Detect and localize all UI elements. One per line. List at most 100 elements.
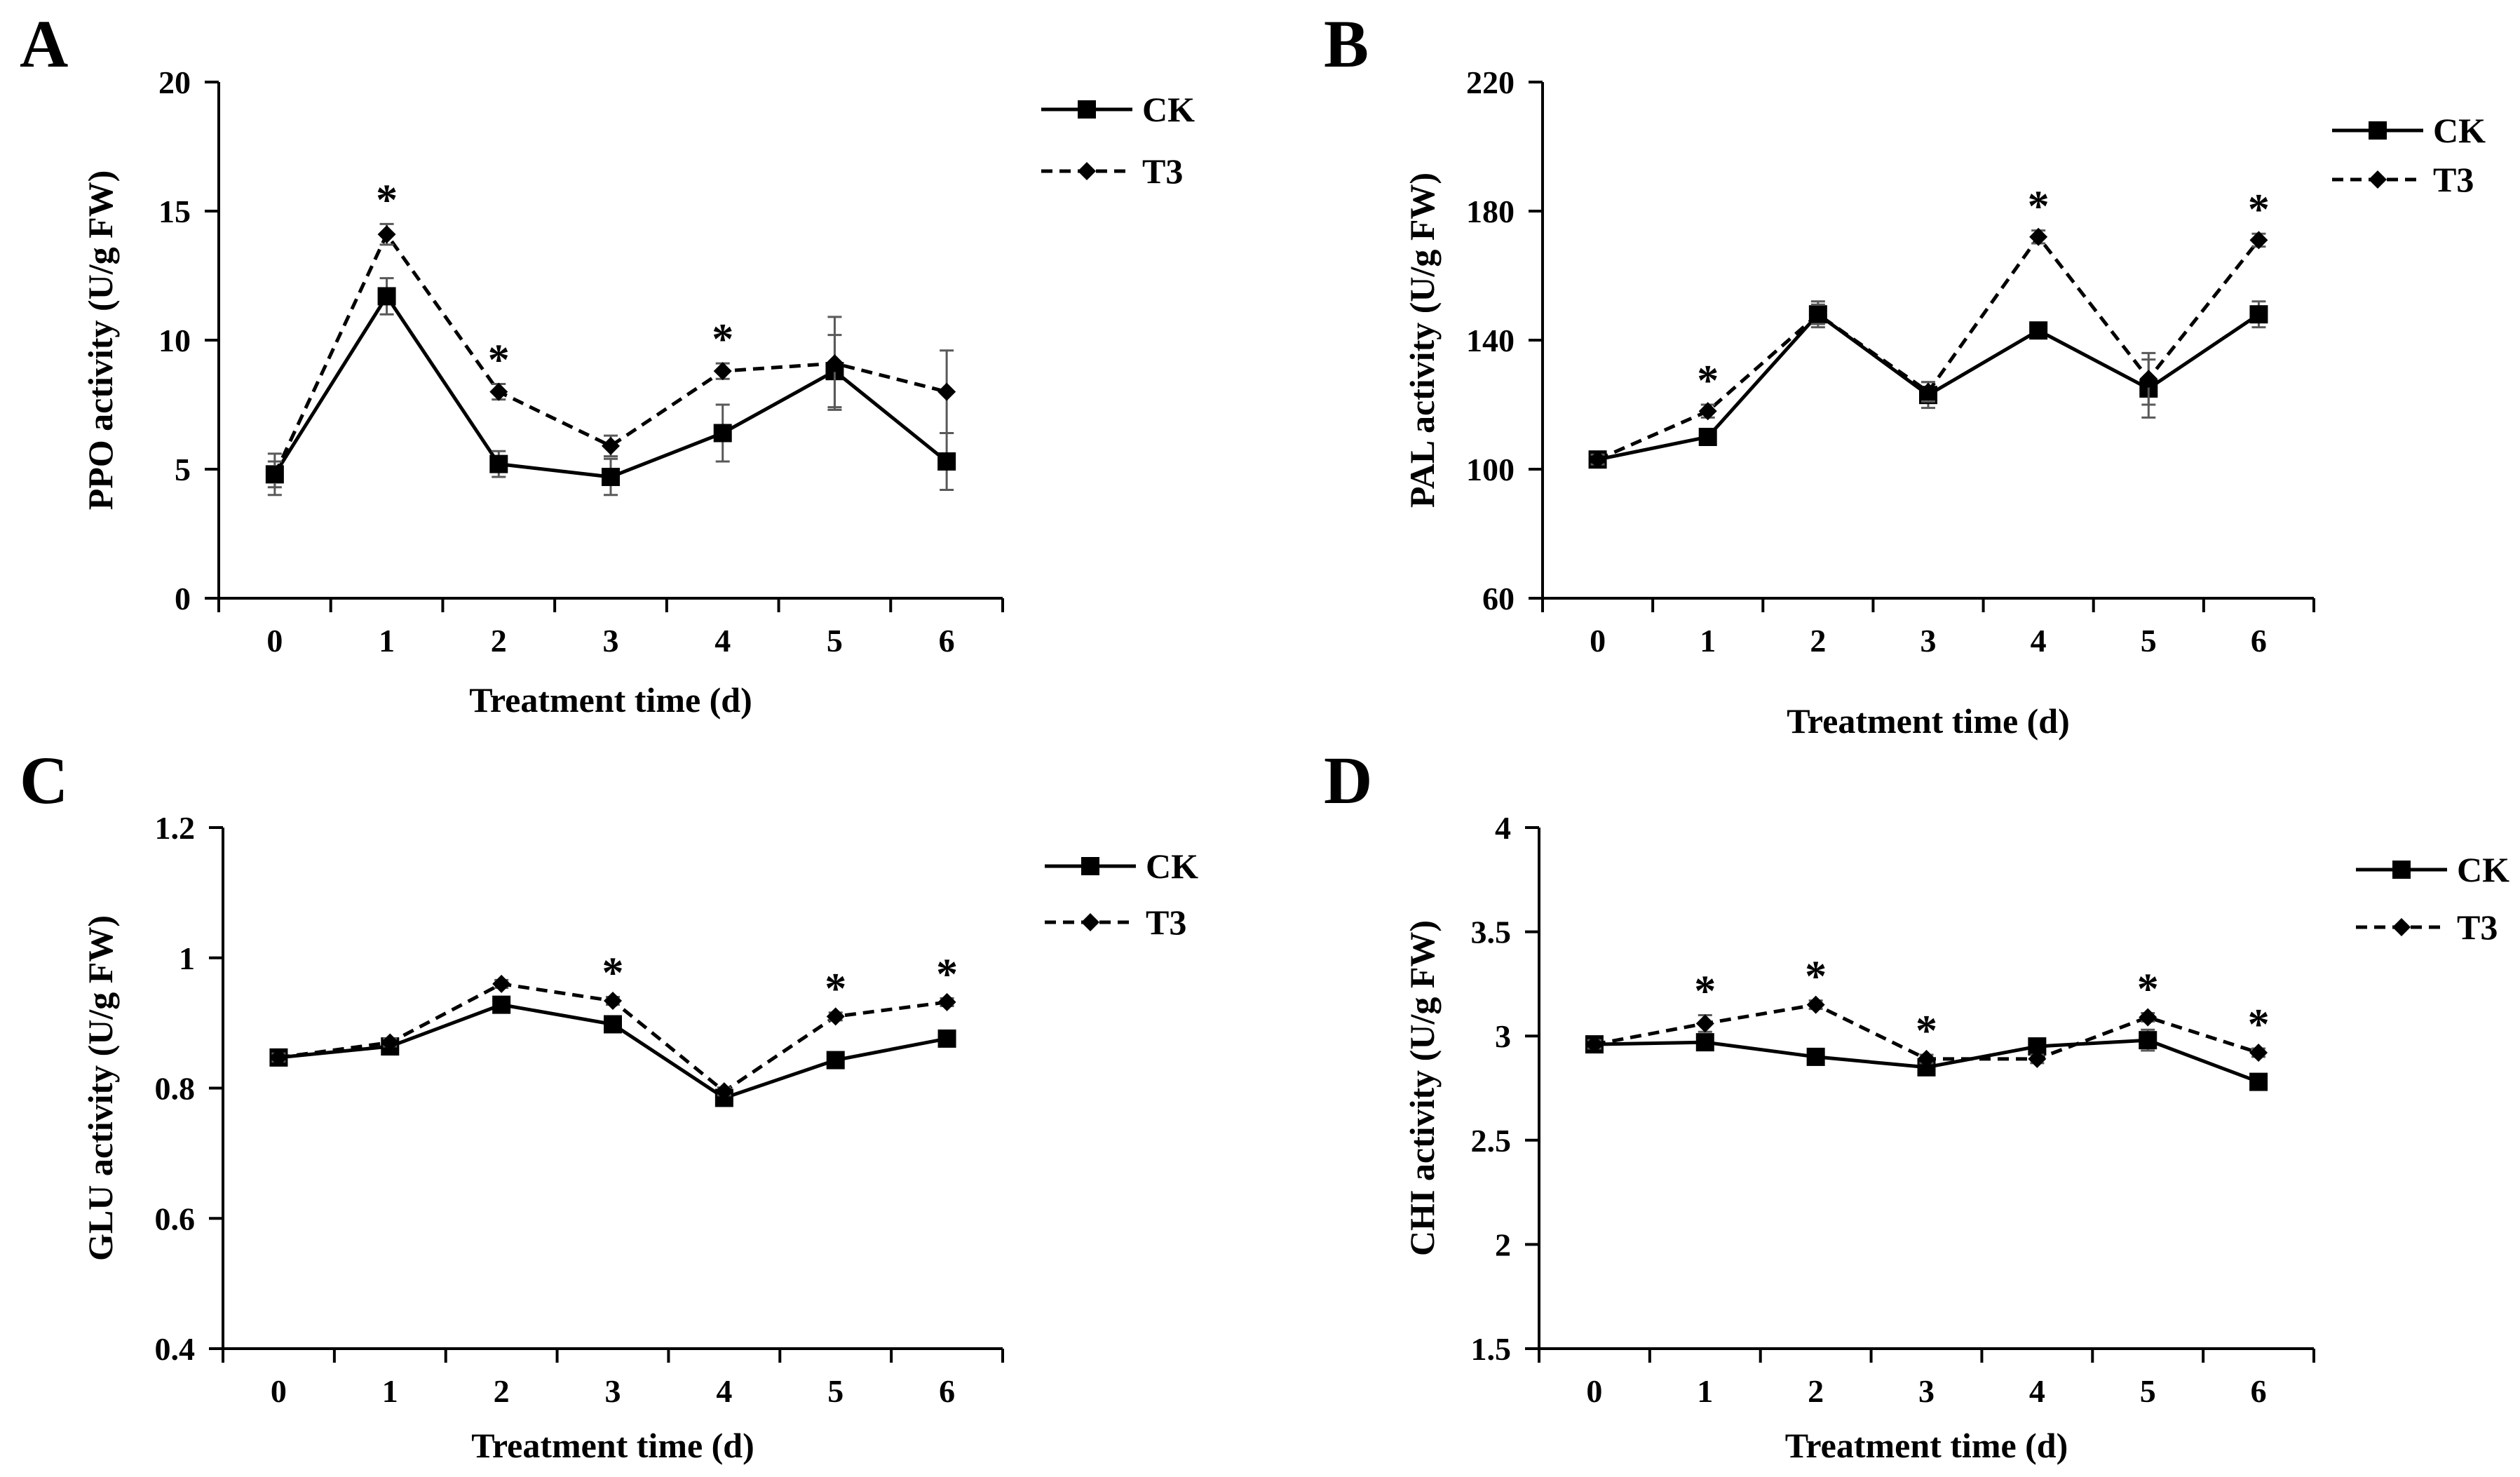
y-tick-label: 140 — [1466, 323, 1515, 358]
x-tick-label: 4 — [716, 1373, 732, 1409]
significance-marker: * — [1805, 953, 1827, 1001]
y-tick-label: 0.8 — [155, 1071, 196, 1107]
legend-label-ck: CK — [2457, 850, 2509, 889]
legend-marker-t3 — [1078, 162, 1096, 180]
panel-letter: C — [20, 743, 68, 818]
panel-d: D 1.5 2 2.5 3 3.5 4 0 1 2 3 4 5 6 Treatment time (d) CH… — [1324, 743, 2509, 1465]
x-tick-label: 6 — [939, 1373, 955, 1409]
y-tick-label: 5 — [175, 452, 191, 487]
data-point-ck — [489, 454, 508, 473]
y-axis-title: CHI activity (U/g FW) — [1402, 920, 1442, 1256]
legend-label-t3: T3 — [1146, 903, 1186, 942]
data-point-t3 — [377, 225, 396, 244]
legend: CK T3 — [2356, 850, 2509, 947]
x-tick-label: 0 — [271, 1373, 287, 1409]
significance-marker: * — [712, 316, 733, 363]
significance-marker: * — [602, 949, 624, 997]
significance-marker: * — [1916, 1007, 1937, 1055]
legend: CK T3 — [1041, 90, 1195, 191]
panel-b: B 60 100 140 180 220 0 1 2 3 4 5 6 Treatment time (d)… — [1324, 6, 2486, 741]
data-point-t3 — [713, 362, 732, 381]
data-point-ck — [2249, 1072, 2268, 1091]
legend-marker-t3 — [2369, 170, 2387, 189]
significance-marker: * — [2137, 966, 2159, 1013]
x-tick-label: 5 — [2141, 623, 2157, 659]
x-axis-title: Treatment time (d) — [471, 1426, 754, 1465]
data-point-ck — [602, 468, 620, 487]
data-point-t3 — [2029, 227, 2048, 246]
legend-label-t3: T3 — [1142, 151, 1183, 191]
x-tick-label: 3 — [1921, 623, 1937, 659]
y-tick-label: 3 — [1495, 1018, 1511, 1054]
data-point-t3 — [604, 992, 622, 1011]
x-tick-label: 1 — [379, 623, 395, 659]
y-tick-label: 0 — [175, 581, 191, 616]
x-tick-label: 1 — [1697, 1373, 1713, 1409]
significance-marker: * — [376, 176, 398, 224]
data-point-t3 — [2249, 1043, 2268, 1062]
data-point-ck — [826, 1051, 845, 1070]
data-point-t3 — [937, 992, 956, 1011]
legend-label-ck: CK — [2433, 111, 2486, 150]
data-point-ck — [377, 287, 396, 306]
data-point-t3 — [1588, 450, 1607, 469]
x-tick-label: 0 — [1590, 623, 1606, 659]
x-tick-label: 3 — [1918, 1373, 1935, 1409]
data-point-t3 — [2139, 370, 2158, 389]
x-tick-label: 0 — [1586, 1373, 1602, 1409]
y-tick-label: 15 — [158, 194, 191, 229]
series-t3 — [265, 222, 956, 489]
legend-marker-ck — [1078, 100, 1096, 119]
legend-marker-ck — [1081, 857, 1099, 875]
legend-marker-t3 — [1081, 913, 1099, 931]
x-tick-label: 6 — [939, 623, 955, 659]
significance-marker: * — [1694, 967, 1716, 1015]
data-point-ck — [1695, 1033, 1714, 1052]
data-point-ck — [713, 424, 732, 443]
legend: CK T3 — [2332, 111, 2486, 199]
panel-letter: D — [1324, 743, 1372, 818]
series-t3 — [1585, 995, 2268, 1068]
data-point-t3 — [826, 1007, 845, 1026]
data-point-ck — [2249, 305, 2268, 324]
data-point-ck — [2029, 321, 2048, 340]
y-tick-label: 1.2 — [155, 810, 196, 846]
data-point-t3 — [825, 354, 844, 373]
x-tick-label: 4 — [714, 623, 731, 659]
y-tick-label: 0.6 — [155, 1201, 196, 1236]
series-t3 — [1588, 227, 2268, 469]
data-point-t3 — [381, 1033, 400, 1052]
x-tick-label: 6 — [2251, 623, 2267, 659]
y-axis-title: PAL activity (U/g FW) — [1402, 173, 1442, 508]
data-point-t3 — [1917, 1049, 1936, 1068]
significance-marker: * — [2028, 183, 2050, 231]
data-point-ck — [604, 1015, 622, 1034]
significance-marker: * — [936, 950, 958, 998]
panel-c: C 0.4 0.6 0.8 1 1.2 0 1 2 3 4 5 6 Treatment time (d) G… — [20, 743, 1198, 1465]
y-tick-label: 220 — [1466, 65, 1515, 100]
legend-marker-ck — [2392, 861, 2411, 879]
x-axis-title: Treatment time (d) — [1785, 1426, 2068, 1465]
data-point-t3 — [602, 436, 620, 455]
y-tick-label: 180 — [1466, 194, 1515, 229]
x-tick-label: 4 — [2031, 623, 2047, 659]
legend-label-t3: T3 — [2433, 160, 2474, 199]
data-point-t3 — [265, 465, 284, 484]
data-point-t3 — [2028, 1049, 2047, 1068]
y-tick-label: 2.5 — [1471, 1123, 1512, 1159]
y-tick-label: 60 — [1482, 581, 1515, 616]
y-tick-label: 2 — [1495, 1227, 1511, 1262]
significance-marker: * — [2248, 1001, 2270, 1048]
panel-a: A 0 5 10 15 20 0 1 2 3 4 5 6 Treatment time (d) PPO ac… — [20, 6, 1195, 720]
panel-letter: A — [20, 6, 68, 81]
data-point-ck — [2139, 1031, 2157, 1050]
significance-marker: * — [2248, 186, 2270, 234]
y-tick-label: 1.5 — [1471, 1331, 1512, 1367]
legend-marker-t3 — [2392, 918, 2411, 936]
legend-marker-ck — [2369, 121, 2387, 140]
data-point-t3 — [937, 382, 956, 401]
x-tick-label: 4 — [2029, 1373, 2045, 1409]
data-point-t3 — [1808, 305, 1827, 324]
data-point-ck — [937, 1029, 956, 1048]
x-tick-label: 5 — [827, 623, 843, 659]
